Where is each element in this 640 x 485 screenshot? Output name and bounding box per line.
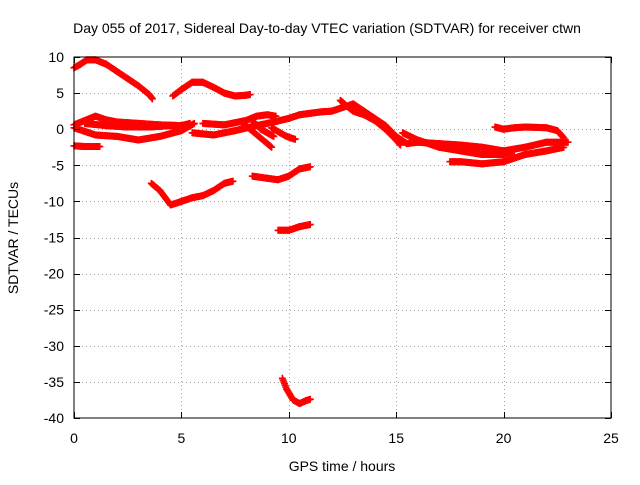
data-point bbox=[510, 147, 518, 155]
chart-title: Day 055 of 2017, Sidereal Day-to-day VTE… bbox=[73, 20, 581, 36]
y-tick-label: 5 bbox=[56, 85, 64, 101]
plot-frame bbox=[73, 56, 612, 419]
data-point bbox=[564, 138, 572, 146]
y-tick-label: -40 bbox=[44, 410, 64, 426]
data-point bbox=[229, 177, 237, 185]
series-arc-dip-c bbox=[268, 124, 299, 143]
y-tick-label: -5 bbox=[52, 157, 65, 173]
series-arc-band-e bbox=[199, 111, 280, 129]
y-tick-label: -15 bbox=[44, 230, 64, 246]
x-tick-label: 0 bbox=[70, 430, 78, 446]
series-arc-top-mid bbox=[169, 78, 254, 100]
data-point bbox=[560, 134, 568, 142]
y-tick-label: -20 bbox=[44, 266, 64, 282]
data-point bbox=[268, 143, 276, 151]
y-tick-label: -30 bbox=[44, 338, 64, 354]
x-axis-label: GPS time / hours bbox=[289, 458, 396, 474]
data-point bbox=[306, 163, 314, 171]
series-arc-top-left bbox=[70, 56, 156, 103]
series-arc-right-lower bbox=[446, 143, 568, 168]
y-tick-label: -25 bbox=[44, 302, 64, 318]
data-point bbox=[560, 143, 568, 151]
series-arc-low-c bbox=[274, 221, 314, 234]
y-tick-label: -35 bbox=[44, 374, 64, 390]
y-tick-label: -10 bbox=[44, 193, 64, 209]
series-arc-peak bbox=[336, 96, 404, 149]
data-point bbox=[306, 221, 314, 229]
plot-data bbox=[70, 56, 572, 408]
x-tick-label: 10 bbox=[281, 430, 297, 446]
x-tick-label: 20 bbox=[496, 430, 512, 446]
data-point bbox=[177, 123, 185, 131]
x-tick-label: 15 bbox=[388, 430, 404, 446]
series-arc-low-a bbox=[147, 177, 237, 209]
y-axis-label: SDTVAR / TECUs bbox=[5, 182, 21, 294]
series-arc-band-b bbox=[70, 119, 198, 144]
series-arc-dip-a bbox=[238, 118, 276, 151]
series-arc-dip-b bbox=[248, 117, 278, 140]
series-arc-deep bbox=[278, 374, 314, 408]
ticks: 0 5 10 15 20 25 10 5 0 -5 -10 -15 -20 -25 -30 -35 -40 bbox=[44, 49, 619, 446]
series-arc-right-upper bbox=[491, 123, 568, 142]
data-point bbox=[306, 395, 314, 403]
series-arc-right-cross bbox=[399, 129, 518, 158]
series-arc-left-short bbox=[70, 142, 104, 151]
data-point bbox=[96, 143, 104, 151]
data-point bbox=[396, 141, 404, 149]
data-point bbox=[148, 95, 156, 103]
y-tick-label: 10 bbox=[48, 49, 64, 65]
data-point bbox=[291, 135, 299, 143]
y-tick-label: 0 bbox=[56, 121, 64, 137]
series-arc-low-b bbox=[248, 163, 314, 184]
x-tick-label: 25 bbox=[603, 430, 619, 446]
grid bbox=[74, 57, 611, 418]
data-point bbox=[246, 91, 254, 99]
data-point bbox=[190, 119, 198, 127]
series-arc-band-c bbox=[81, 119, 185, 131]
data-point bbox=[270, 132, 278, 140]
x-tick-label: 5 bbox=[178, 430, 186, 446]
